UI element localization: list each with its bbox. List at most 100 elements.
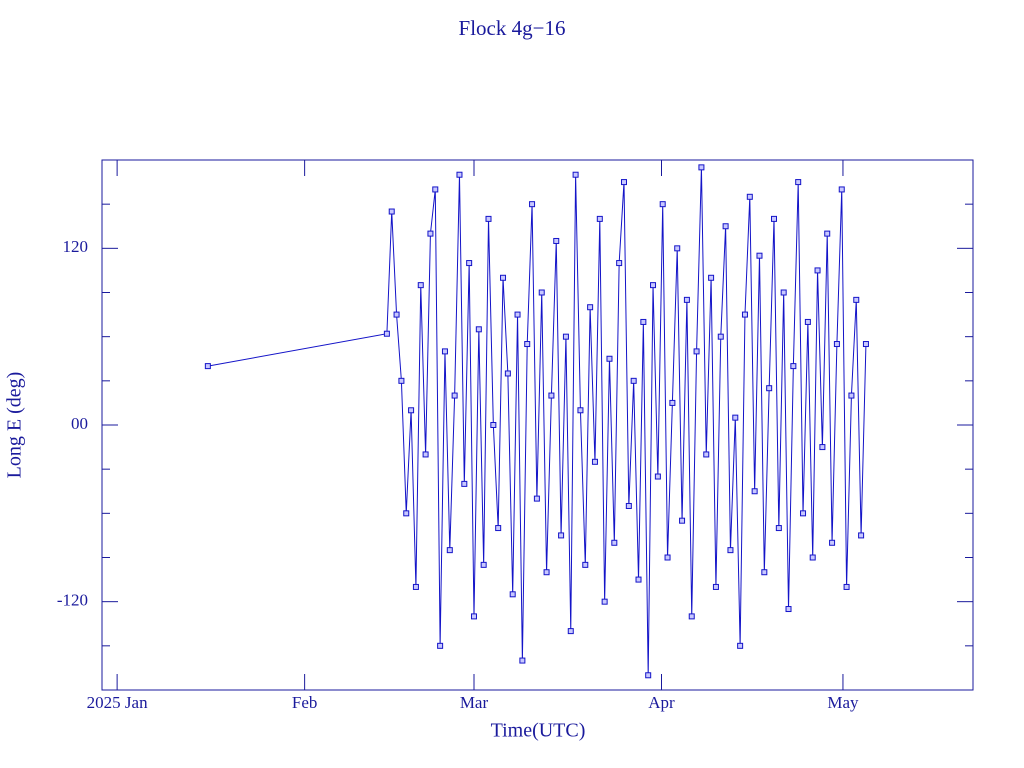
data-point (708, 274, 715, 281)
data-point (461, 480, 468, 487)
data-point (514, 311, 521, 318)
data-point (495, 525, 502, 532)
data-point (432, 186, 439, 193)
data-point (456, 171, 463, 178)
data-point (766, 385, 773, 392)
data-point (761, 569, 768, 576)
data-point (669, 399, 676, 406)
data-point (800, 510, 807, 517)
data-point (504, 370, 511, 377)
x-tick-label: 2025 Jan (87, 693, 148, 712)
chart-title: Flock 4g−16 (459, 16, 566, 40)
data-point (533, 495, 540, 502)
data-point (698, 164, 705, 171)
data-point (780, 289, 787, 296)
data-point (204, 363, 211, 370)
data-point (538, 289, 545, 296)
data-point (640, 318, 647, 325)
data-point (543, 569, 550, 576)
data-point (470, 613, 477, 620)
data-point (558, 532, 565, 539)
data-point (422, 451, 429, 458)
data-point (616, 260, 623, 267)
data-point (722, 223, 729, 230)
data-point (756, 252, 763, 259)
data-point (824, 230, 831, 237)
data-point (683, 296, 690, 303)
data-point (383, 330, 390, 337)
data-point (485, 215, 492, 222)
data-point (664, 554, 671, 561)
data-point (737, 642, 744, 649)
data-point (838, 186, 845, 193)
data-point (582, 561, 589, 568)
data-point (693, 348, 700, 355)
data-point (601, 598, 608, 605)
data-point (480, 561, 487, 568)
data-point (398, 377, 405, 384)
y-axis-label: Long E (deg) (4, 372, 26, 479)
data-point (509, 591, 516, 598)
y-tick-label: -120 (57, 591, 88, 610)
plot-area (204, 164, 869, 679)
data-point (688, 613, 695, 620)
data-point (475, 326, 482, 333)
data-point (727, 547, 734, 554)
data-point (848, 392, 855, 399)
data-point (843, 583, 850, 590)
data-point (862, 341, 869, 348)
data-point (620, 179, 627, 186)
data-point (393, 311, 400, 318)
data-point (650, 282, 657, 289)
data-point (606, 355, 613, 362)
data-point (853, 296, 860, 303)
data-point (679, 517, 686, 524)
data-point (611, 539, 618, 546)
data-point (446, 547, 453, 554)
x-tick-label: May (827, 693, 859, 712)
data-point (819, 444, 826, 451)
data-point (635, 576, 642, 583)
data-point (417, 282, 424, 289)
data-point (490, 422, 497, 428)
data-point (804, 318, 811, 325)
data-point (403, 510, 410, 517)
data-point (732, 414, 739, 421)
data-point (717, 333, 724, 340)
data-point (809, 554, 816, 561)
data-point (567, 628, 574, 635)
data-point (519, 657, 526, 664)
data-point (412, 583, 419, 590)
data-point (858, 532, 865, 539)
data-point (572, 171, 579, 178)
y-tick-label: 00 (71, 414, 88, 433)
data-point (712, 583, 719, 590)
data-point (524, 341, 531, 348)
data-point (466, 260, 473, 267)
data-point (587, 304, 594, 311)
data-point (529, 201, 536, 208)
data-point (703, 451, 710, 458)
data-point (500, 274, 507, 281)
data-point (674, 245, 681, 252)
data-point (795, 179, 802, 186)
data-point (437, 642, 444, 649)
data-point (441, 348, 448, 355)
x-tick-label: Mar (460, 693, 489, 712)
data-point (775, 525, 782, 532)
data-point (771, 215, 778, 222)
data-point (591, 458, 598, 465)
data-point (596, 215, 603, 222)
data-point (625, 502, 632, 509)
data-point (814, 267, 821, 274)
y-tick-label: 120 (63, 237, 89, 256)
data-point (548, 392, 555, 399)
x-tick-label: Feb (292, 693, 318, 712)
data-point (388, 208, 395, 215)
data-point (562, 333, 569, 340)
data-point (785, 606, 792, 613)
data-line (207, 167, 867, 676)
data-point (553, 237, 560, 244)
data-point (451, 392, 458, 399)
